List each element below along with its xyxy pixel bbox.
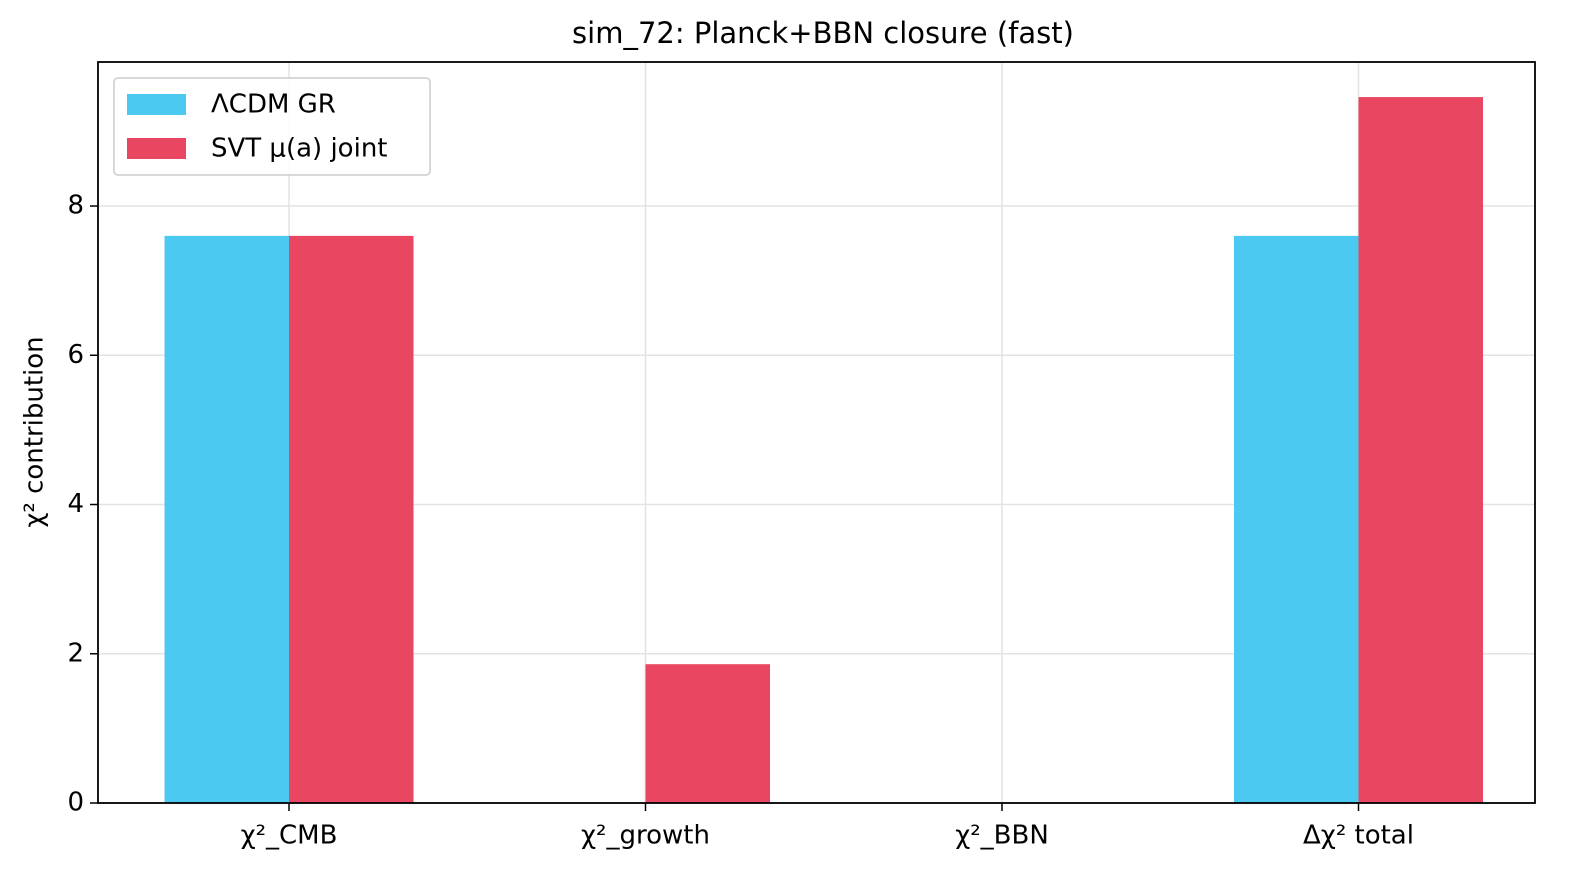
y-tick-label: 0 <box>67 788 84 818</box>
y-tick-label: 2 <box>67 638 84 668</box>
x-tick-label: χ²_BBN <box>955 821 1049 851</box>
bar <box>1234 235 1359 803</box>
legend-swatch <box>127 138 186 159</box>
y-axis-label: χ² contribution <box>20 336 50 527</box>
x-tick-label: χ²_CMB <box>241 821 338 851</box>
y-tick-label: 6 <box>67 340 84 370</box>
legend-swatch <box>127 94 186 115</box>
legend-label: SVT μ(a) joint <box>211 134 388 164</box>
bar <box>164 235 289 803</box>
bar <box>289 235 414 803</box>
x-tick-label: Δχ² total <box>1303 821 1414 851</box>
y-tick-label: 4 <box>67 489 84 519</box>
bar <box>1358 97 1483 803</box>
legend-label: ΛCDM GR <box>211 90 336 120</box>
plot-frame <box>97 61 1536 804</box>
chart-title: sim_72: Planck+BBN closure (fast) <box>572 16 1074 50</box>
bar <box>645 664 770 803</box>
legend-box <box>113 77 431 176</box>
y-tick-label: 8 <box>67 191 84 221</box>
x-tick-label: χ²_growth <box>581 821 710 851</box>
